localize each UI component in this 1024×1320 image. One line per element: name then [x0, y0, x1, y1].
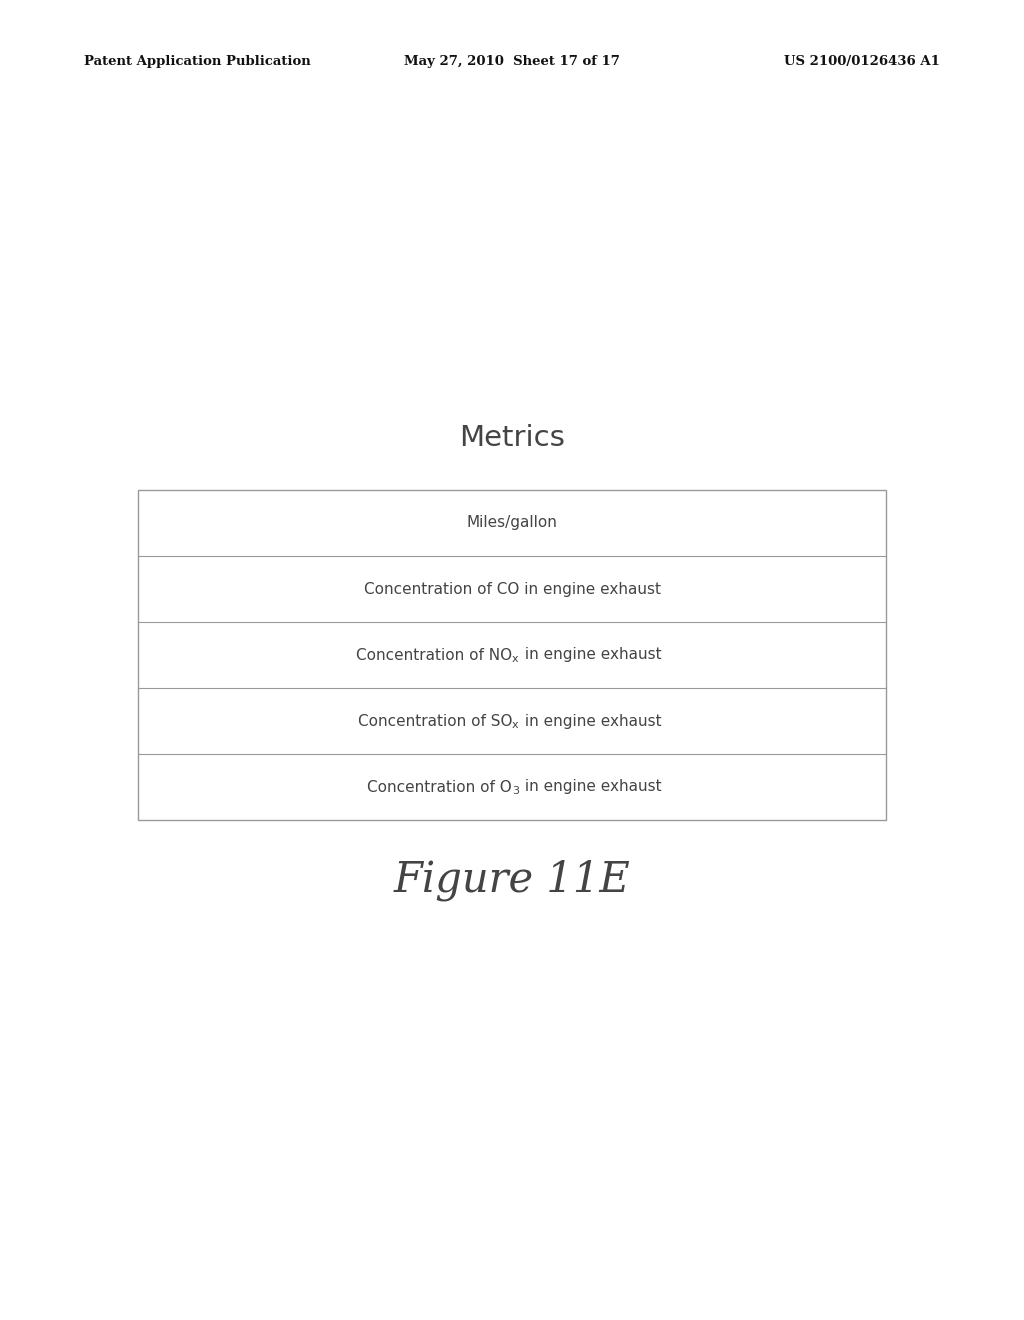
Text: Metrics: Metrics: [459, 424, 565, 451]
Text: in engine exhaust: in engine exhaust: [519, 648, 662, 663]
Text: Concentration of NO: Concentration of NO: [356, 648, 512, 663]
Bar: [138, 490, 886, 820]
Text: Concentration of CO in engine exhaust: Concentration of CO in engine exhaust: [364, 582, 660, 597]
Text: 3: 3: [512, 785, 519, 796]
Text: x: x: [512, 719, 518, 730]
Text: Concentration of SO: Concentration of SO: [357, 714, 512, 729]
Text: Miles/gallon: Miles/gallon: [467, 516, 557, 531]
Text: Figure 11E: Figure 11E: [393, 859, 631, 902]
Text: May 27, 2010  Sheet 17 of 17: May 27, 2010 Sheet 17 of 17: [404, 55, 620, 69]
Text: Patent Application Publication: Patent Application Publication: [84, 55, 310, 69]
Text: US 2100/0126436 A1: US 2100/0126436 A1: [784, 55, 940, 69]
Text: Concentration of O: Concentration of O: [368, 780, 512, 795]
Text: x: x: [512, 653, 518, 664]
Text: in engine exhaust: in engine exhaust: [519, 780, 662, 795]
Text: in engine exhaust: in engine exhaust: [519, 714, 662, 729]
